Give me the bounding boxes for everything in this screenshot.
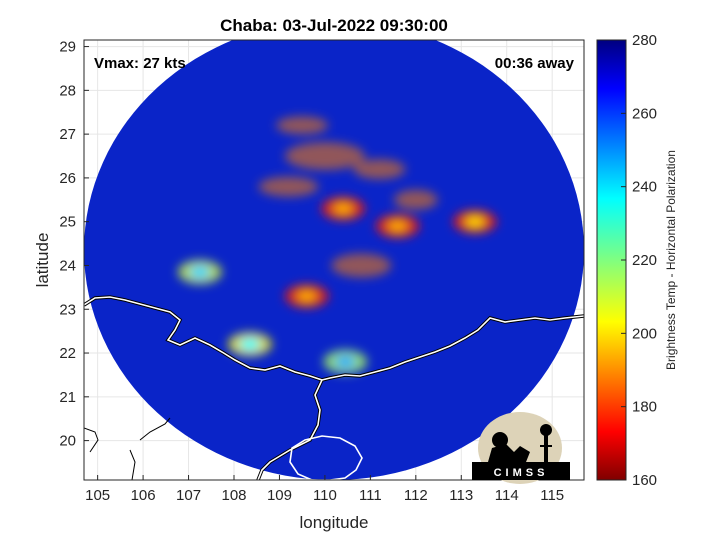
spiral-band	[353, 159, 406, 180]
feature-core	[335, 355, 356, 368]
coastline-highlight	[84, 296, 584, 480]
y-tick-label: 26	[59, 170, 76, 187]
brightness-features	[177, 116, 497, 374]
x-tick-label: 108	[221, 487, 246, 504]
cimss-logo: CIMSS	[472, 412, 570, 484]
x-tick-label: 114	[495, 487, 519, 504]
satellite-swath	[84, 40, 584, 480]
x-axis-label: longitude	[299, 513, 368, 532]
colorbar-label: Brightness Temp - Horizontal Polarizatio…	[664, 150, 678, 370]
colorbar-tick-label: 260	[632, 105, 657, 122]
spiral-band	[284, 142, 365, 171]
x-tick-label: 112	[404, 487, 428, 504]
feature-core	[387, 220, 408, 233]
island-outline	[289, 435, 363, 480]
x-tick-label: 115	[540, 487, 564, 504]
spiral-band	[276, 116, 329, 135]
border-line	[84, 417, 171, 480]
y-tick-label: 24	[59, 257, 76, 274]
spiral-band	[393, 189, 438, 210]
x-tick-label: 109	[267, 487, 292, 504]
y-tick-label: 27	[59, 126, 76, 143]
y-tick-label: 25	[59, 214, 76, 231]
colorbar-ticks: 160 180 200 220 240 260 280	[621, 32, 657, 489]
colorbar-tick-label: 160	[632, 472, 657, 489]
colorbar-tick-label: 200	[632, 325, 657, 342]
y-tick-label: 29	[59, 39, 76, 56]
y-ticks: 20 21 22 23 24 25 26 27 28 29	[59, 39, 89, 450]
y-tick-label: 21	[59, 389, 76, 406]
feature-core	[296, 290, 317, 303]
spiral-band	[331, 253, 392, 278]
colorbar-tick-label: 240	[632, 179, 657, 196]
feature-core	[464, 215, 485, 228]
x-tick-label: 105	[85, 487, 110, 504]
y-axis-label: latitude	[33, 233, 52, 288]
x-tick-label: 106	[131, 487, 156, 504]
time-offset-annotation: 00:36 away	[495, 55, 575, 72]
colorbar-tick-label: 280	[632, 32, 657, 49]
feature-core	[189, 266, 210, 279]
axes-frame	[83, 39, 585, 481]
colorbar-tick-label: 220	[632, 252, 657, 269]
x-tick-label: 107	[176, 487, 201, 504]
colorbar-tick-label: 180	[632, 399, 657, 416]
x-tick-label: 111	[359, 487, 382, 504]
feature-core	[333, 202, 354, 215]
logo-text: CIMSS	[494, 467, 549, 479]
y-tick-label: 23	[59, 301, 76, 318]
feature-core	[239, 338, 260, 351]
x-ticks: 105 106 107 108 109 110 111 112 113 114 115	[85, 475, 564, 504]
y-tick-label: 22	[59, 345, 76, 362]
x-tick-label: 110	[313, 487, 337, 504]
y-tick-label: 28	[59, 82, 76, 99]
y-tick-label: 20	[59, 433, 76, 450]
spiral-band	[258, 176, 319, 197]
chart-title: Chaba: 03-Jul-2022 09:30:00	[220, 16, 448, 35]
x-tick-label: 113	[449, 487, 473, 504]
vmax-annotation: Vmax: 27 kts	[94, 55, 186, 72]
